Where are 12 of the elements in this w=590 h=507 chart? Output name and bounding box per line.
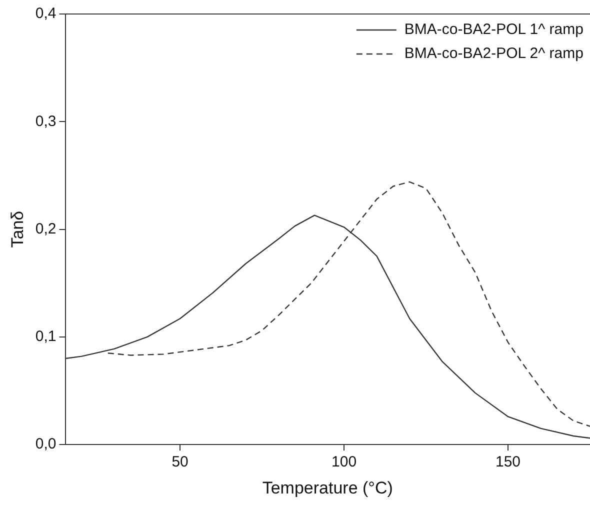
x-tick-label: 50 [172, 454, 188, 471]
x-tick-label: 150 [495, 454, 521, 471]
x-tick-label: 100 [332, 454, 357, 471]
x-axis-title: Temperature (°C) [262, 478, 393, 498]
y-axis-title: Tanδ [8, 210, 27, 248]
y-tick-label: 0,0 [35, 436, 56, 453]
y-tick-label: 0,1 [35, 328, 56, 346]
y-tick-label: 0,4 [35, 5, 56, 22]
y-tick-label: 0,3 [35, 112, 56, 130]
y-tick-label: 0,2 [35, 220, 56, 238]
legend-label: BMA-co-BA2-POL 2^ ramp [404, 45, 584, 62]
legend-label: BMA-co-BA2-POL 1^ ramp [404, 21, 584, 38]
